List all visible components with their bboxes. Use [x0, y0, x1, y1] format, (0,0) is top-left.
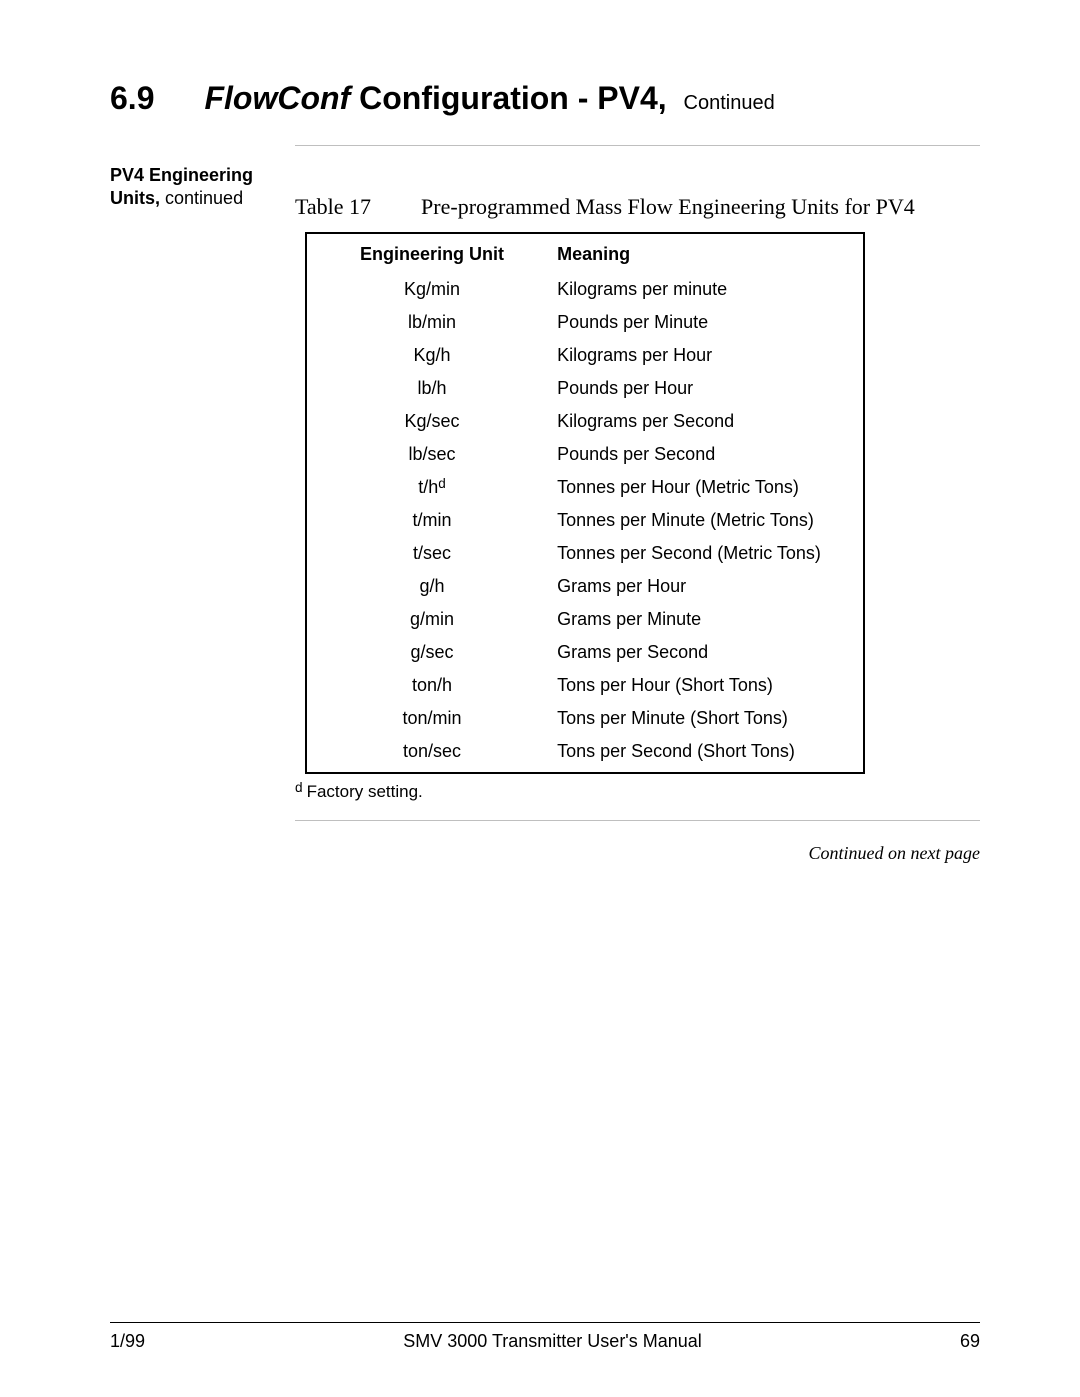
- cell-unit: lb/h: [306, 372, 557, 405]
- cell-meaning: Grams per Minute: [557, 603, 864, 636]
- main-content: Table 17 Pre-programmed Mass Flow Enginee…: [295, 164, 980, 864]
- table-row: Kg/hKilograms per Hour: [306, 339, 864, 372]
- cell-unit: t/sec: [306, 537, 557, 570]
- content-row: PV4 Engineering Units, continued Table 1…: [110, 164, 980, 864]
- col-header-unit: Engineering Unit: [306, 233, 557, 273]
- table-caption: Table 17 Pre-programmed Mass Flow Enginee…: [295, 194, 980, 220]
- unit-text: t/h: [418, 477, 438, 497]
- cell-unit: t/hd: [306, 471, 557, 504]
- cell-unit: Kg/min: [306, 273, 557, 306]
- cell-unit: ton/sec: [306, 735, 557, 773]
- section-continued: Continued: [684, 92, 775, 114]
- table-row: t/secTonnes per Second (Metric Tons): [306, 537, 864, 570]
- cell-meaning: Grams per Second: [557, 636, 864, 669]
- cell-unit: g/h: [306, 570, 557, 603]
- cell-meaning: Grams per Hour: [557, 570, 864, 603]
- cell-meaning: Tonnes per Hour (Metric Tons): [557, 471, 864, 504]
- cell-unit: g/min: [306, 603, 557, 636]
- table-footnote: d Factory setting.: [295, 782, 980, 802]
- table-row: g/minGrams per Minute: [306, 603, 864, 636]
- table-row: ton/minTons per Minute (Short Tons): [306, 702, 864, 735]
- engineering-units-table: Engineering Unit Meaning Kg/minKilograms…: [305, 232, 865, 774]
- sidebar-line2-rest: continued: [160, 188, 243, 208]
- continued-next-page: Continued on next page: [295, 843, 980, 864]
- table-row: lb/secPounds per Second: [306, 438, 864, 471]
- cell-meaning: Kilograms per Second: [557, 405, 864, 438]
- table-row: lb/hPounds per Hour: [306, 372, 864, 405]
- cell-meaning: Tons per Minute (Short Tons): [557, 702, 864, 735]
- sidebar-line2-bold: Units,: [110, 188, 160, 208]
- section-title-italic: FlowConf: [204, 80, 350, 116]
- cell-meaning: Kilograms per Hour: [557, 339, 864, 372]
- table-row: lb/minPounds per Minute: [306, 306, 864, 339]
- footer-center: SMV 3000 Transmitter User's Manual: [403, 1331, 702, 1352]
- col-header-meaning: Meaning: [557, 233, 864, 273]
- cell-meaning: Tons per Second (Short Tons): [557, 735, 864, 773]
- table-header-row: Engineering Unit Meaning: [306, 233, 864, 273]
- footnote-mark: d: [295, 780, 303, 795]
- section-number: 6.9: [110, 80, 154, 117]
- rule-bottom: [295, 820, 980, 821]
- cell-meaning: Pounds per Second: [557, 438, 864, 471]
- cell-meaning: Tonnes per Minute (Metric Tons): [557, 504, 864, 537]
- cell-unit: t/min: [306, 504, 557, 537]
- cell-meaning: Pounds per Hour: [557, 372, 864, 405]
- table-caption-label: Table 17: [295, 194, 371, 220]
- table-caption-text: Pre-programmed Mass Flow Engineering Uni…: [421, 194, 915, 219]
- sidebar-line2: Units, continued: [110, 187, 285, 210]
- cell-unit: Kg/h: [306, 339, 557, 372]
- section-title: FlowConf Configuration - PV4, Continued: [204, 80, 774, 117]
- table-row: Kg/minKilograms per minute: [306, 273, 864, 306]
- page: 6.9 FlowConf Configuration - PV4, Contin…: [0, 0, 1080, 1397]
- table-row: ton/secTons per Second (Short Tons): [306, 735, 864, 773]
- rule-top: [295, 145, 980, 146]
- footnote-text: Factory setting.: [307, 782, 423, 801]
- cell-meaning: Kilograms per minute: [557, 273, 864, 306]
- section-heading: 6.9 FlowConf Configuration - PV4, Contin…: [110, 80, 980, 117]
- unit-superscript: d: [438, 476, 446, 491]
- cell-meaning: Pounds per Minute: [557, 306, 864, 339]
- section-title-rest: Configuration - PV4,: [350, 80, 666, 116]
- cell-meaning: Tons per Hour (Short Tons): [557, 669, 864, 702]
- table-row: g/hGrams per Hour: [306, 570, 864, 603]
- table-row: t/minTonnes per Minute (Metric Tons): [306, 504, 864, 537]
- cell-meaning: Tonnes per Second (Metric Tons): [557, 537, 864, 570]
- table-row: Kg/secKilograms per Second: [306, 405, 864, 438]
- cell-unit: ton/min: [306, 702, 557, 735]
- page-footer: 1/99 SMV 3000 Transmitter User's Manual …: [110, 1322, 980, 1352]
- footer-right: 69: [960, 1331, 980, 1352]
- cell-unit: Kg/sec: [306, 405, 557, 438]
- table-row: t/hdTonnes per Hour (Metric Tons): [306, 471, 864, 504]
- cell-unit: ton/h: [306, 669, 557, 702]
- table-row: ton/hTons per Hour (Short Tons): [306, 669, 864, 702]
- sidebar-label: PV4 Engineering Units, continued: [110, 164, 295, 864]
- footer-left: 1/99: [110, 1331, 145, 1352]
- cell-unit: g/sec: [306, 636, 557, 669]
- cell-unit: lb/sec: [306, 438, 557, 471]
- cell-unit: lb/min: [306, 306, 557, 339]
- table-row: g/secGrams per Second: [306, 636, 864, 669]
- sidebar-line1: PV4 Engineering: [110, 164, 285, 187]
